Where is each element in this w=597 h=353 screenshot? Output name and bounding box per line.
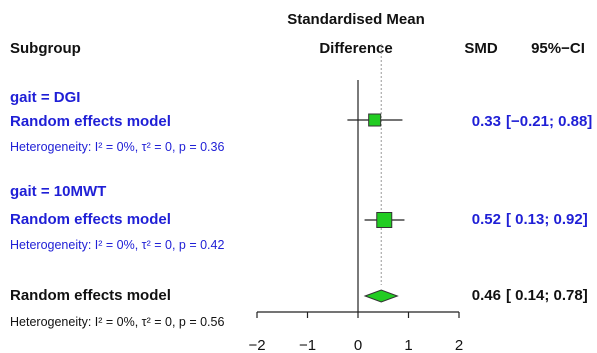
header-effect-line1: Standardised Mean	[287, 11, 425, 28]
overall-smd-value: 0.46	[472, 287, 501, 304]
subgroup-2-smd-value: 0.52	[472, 211, 501, 228]
x-tick-label: 0	[354, 337, 362, 353]
header-effect-line2: Difference	[319, 40, 392, 57]
subgroup-effect-box	[368, 113, 382, 127]
overall-ci-value: [ 0.14; 0.78]	[506, 287, 588, 304]
subgroup-2-title: gait = 10MWT	[10, 183, 106, 200]
x-tick-label: 1	[404, 337, 412, 353]
header-subgroup: Subgroup	[10, 40, 81, 57]
subgroup-2-heterogeneity: Heterogeneity: I² = 0%, τ² = 0, p = 0.42	[10, 238, 224, 252]
header-smd: SMD	[464, 40, 498, 57]
subgroup-2-model-label: Random effects model	[10, 211, 171, 228]
x-tick-label: 2	[455, 337, 463, 353]
x-tick-label: −1	[299, 337, 316, 353]
x-tick-label: −2	[248, 337, 265, 353]
header-ci: 95%−CI	[531, 40, 585, 57]
subgroup-effect-box	[376, 212, 393, 228]
subgroup-1-ci-value: [−0.21; 0.88]	[506, 113, 592, 130]
subgroup-1-model-label: Random effects model	[10, 113, 171, 130]
subgroup-1-smd-value: 0.33	[472, 113, 501, 130]
overall-model-label: Random effects model	[10, 287, 171, 304]
subgroup-2-ci-value: [ 0.13; 0.92]	[506, 211, 588, 228]
subgroup-1-heterogeneity: Heterogeneity: I² = 0%, τ² = 0, p = 0.36	[10, 140, 224, 154]
overall-effect-diamond	[363, 289, 399, 303]
subgroup-1-title: gait = DGI	[10, 89, 80, 106]
overall-heterogeneity: Heterogeneity: I² = 0%, τ² = 0, p = 0.56	[10, 315, 224, 329]
